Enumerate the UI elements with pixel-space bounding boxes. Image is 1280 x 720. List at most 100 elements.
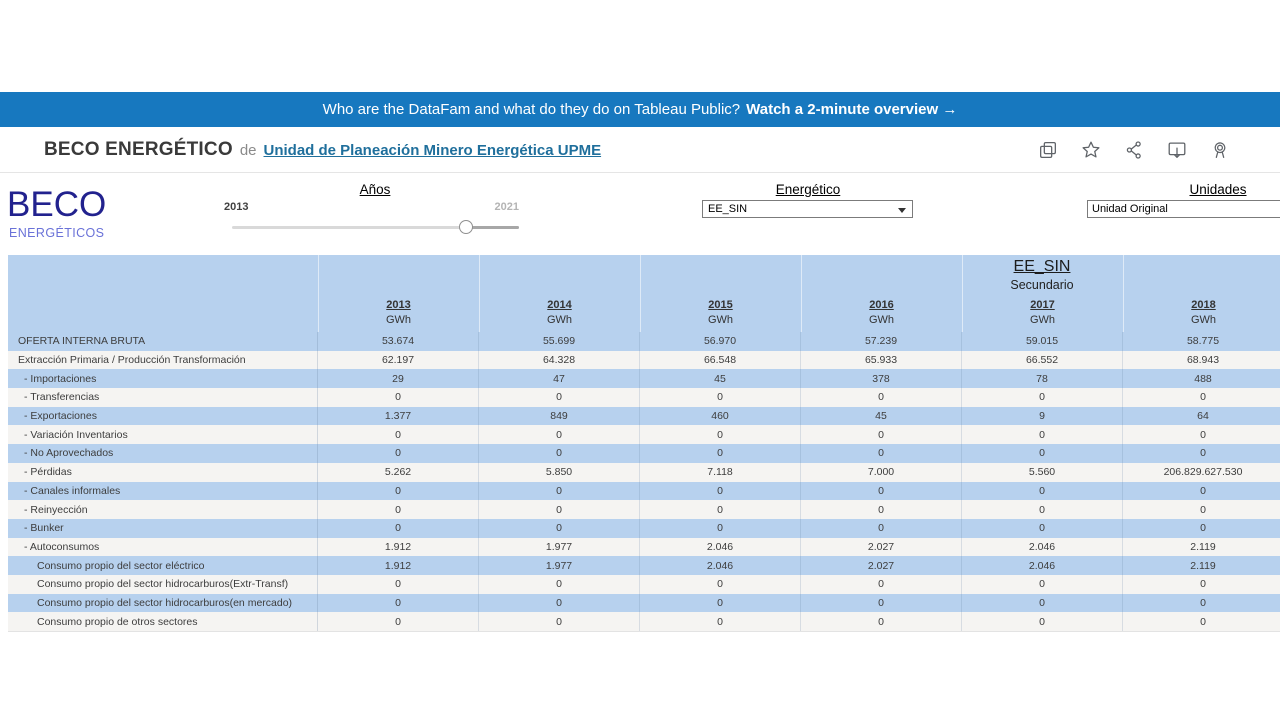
row-label[interactable]: Extracción Primaria / Producción Transfo… [8, 350, 318, 370]
years-slider-track[interactable] [232, 226, 519, 229]
cell-value[interactable]: 2.119 [1123, 556, 1280, 575]
cell-value[interactable]: 0 [318, 388, 479, 407]
row-label[interactable]: Consumo propio del sector hidrocarburos(… [8, 574, 318, 594]
cell-value[interactable]: 0 [801, 518, 962, 538]
year-column-header[interactable]: 2013 [386, 299, 411, 311]
cell-value[interactable]: 0 [318, 612, 479, 631]
cell-value[interactable]: 7.000 [801, 462, 962, 482]
cell-value[interactable]: 1.977 [479, 556, 640, 575]
cell-value[interactable]: 1.912 [318, 556, 479, 575]
cell-value[interactable]: 0 [479, 593, 640, 613]
cell-value[interactable]: 1.912 [318, 537, 479, 557]
cell-value[interactable]: 0 [962, 500, 1123, 519]
cell-value[interactable]: 0 [962, 518, 1123, 538]
cell-value[interactable]: 7.118 [640, 462, 801, 482]
year-column-header[interactable]: 2016 [869, 299, 894, 311]
cell-value[interactable]: 0 [318, 481, 479, 501]
cell-value[interactable]: 2.046 [962, 556, 1123, 575]
cell-value[interactable]: 2.119 [1123, 538, 1280, 557]
author-link[interactable]: Unidad de Planeación Minero Energética U… [263, 141, 602, 159]
cell-value[interactable]: 0 [962, 574, 1123, 594]
favorite-star-icon[interactable] [1080, 139, 1102, 161]
cell-value[interactable]: 62.197 [318, 350, 479, 370]
row-label[interactable]: - Exportaciones [8, 406, 318, 426]
cell-value[interactable]: 849 [479, 406, 640, 426]
cell-value[interactable]: 0 [318, 574, 479, 594]
cell-value[interactable]: 0 [479, 500, 640, 519]
row-label[interactable]: - Bunker [8, 518, 318, 538]
row-label[interactable]: - Importaciones [8, 369, 318, 389]
cell-value[interactable]: 488 [1123, 369, 1280, 388]
cell-value[interactable]: 45 [640, 369, 801, 389]
cell-value[interactable]: 59.015 [962, 332, 1123, 351]
cell-value[interactable]: 206.829.627.530 [1123, 463, 1280, 482]
cell-value[interactable]: 53.674 [318, 332, 479, 351]
cell-value[interactable]: 0 [962, 444, 1123, 463]
cell-value[interactable]: 0 [1123, 500, 1280, 519]
cell-value[interactable]: 0 [640, 612, 801, 631]
cell-value[interactable]: 5.560 [962, 462, 1123, 482]
cell-value[interactable]: 0 [479, 518, 640, 538]
cell-value[interactable]: 2.027 [801, 537, 962, 557]
cell-value[interactable]: 0 [1123, 388, 1280, 407]
cell-value[interactable]: 66.552 [962, 350, 1123, 370]
cell-value[interactable]: 0 [318, 425, 479, 445]
cell-value[interactable]: 0 [318, 500, 479, 519]
row-label[interactable]: - Autoconsumos [8, 537, 318, 557]
cell-value[interactable]: 0 [640, 481, 801, 501]
cell-value[interactable]: 0 [479, 388, 640, 407]
cell-value[interactable]: 66.548 [640, 350, 801, 370]
cell-value[interactable]: 0 [1123, 594, 1280, 613]
cell-value[interactable]: 45 [801, 406, 962, 426]
cell-value[interactable]: 0 [1123, 612, 1280, 631]
cell-value[interactable]: 0 [801, 593, 962, 613]
cell-value[interactable]: 0 [640, 500, 801, 519]
cell-value[interactable]: 0 [640, 574, 801, 594]
cell-value[interactable]: 29 [318, 369, 479, 389]
cell-value[interactable]: 0 [962, 481, 1123, 501]
cell-value[interactable]: 0 [962, 593, 1123, 613]
cell-value[interactable]: 0 [1123, 482, 1280, 501]
cell-value[interactable]: 0 [962, 388, 1123, 407]
cell-value[interactable]: 1.377 [318, 406, 479, 426]
cell-value[interactable]: 2.046 [962, 537, 1123, 557]
cell-value[interactable]: 0 [801, 444, 962, 463]
cell-value[interactable]: 57.239 [801, 332, 962, 351]
cell-value[interactable]: 47 [479, 369, 640, 389]
cell-value[interactable]: 0 [1123, 425, 1280, 444]
cell-value[interactable]: 56.970 [640, 332, 801, 351]
cell-value[interactable]: 5.850 [479, 462, 640, 482]
row-label[interactable]: Consumo propio de otros sectores [8, 612, 318, 631]
row-label[interactable]: - Transferencias [8, 388, 318, 407]
cell-value[interactable]: 64 [1123, 407, 1280, 426]
cell-value[interactable]: 0 [962, 612, 1123, 631]
cell-value[interactable]: 0 [801, 612, 962, 631]
cell-value[interactable]: 0 [479, 481, 640, 501]
cell-value[interactable]: 55.699 [479, 332, 640, 351]
cell-value[interactable]: 0 [640, 425, 801, 445]
cell-value[interactable]: 0 [1123, 444, 1280, 463]
cell-value[interactable]: 9 [962, 406, 1123, 426]
copy-icon[interactable] [1037, 139, 1059, 161]
cell-value[interactable]: 0 [479, 612, 640, 631]
cell-value[interactable]: 460 [640, 406, 801, 426]
cell-value[interactable]: 0 [318, 444, 479, 463]
cell-value[interactable]: 0 [1123, 519, 1280, 538]
cell-value[interactable]: 0 [479, 574, 640, 594]
row-label[interactable]: - Pérdidas [8, 462, 318, 482]
cell-value[interactable]: 0 [801, 500, 962, 519]
download-icon[interactable] [1166, 139, 1188, 161]
year-column-header[interactable]: 2017 [1030, 299, 1055, 311]
year-column-header[interactable]: 2018 [1191, 299, 1216, 311]
cell-value[interactable]: 0 [801, 574, 962, 594]
row-label[interactable]: Consumo propio del sector hidrocarburos(… [8, 593, 318, 613]
cell-value[interactable]: 0 [640, 444, 801, 463]
row-label[interactable]: - Canales informales [8, 481, 318, 501]
cell-value[interactable]: 68.943 [1123, 351, 1280, 370]
year-column-header[interactable]: 2015 [708, 299, 733, 311]
cell-value[interactable]: 0 [640, 593, 801, 613]
cell-value[interactable]: 0 [801, 388, 962, 407]
watch-overview-link[interactable]: Watch a 2-minute overview → [746, 101, 958, 118]
energetico-dropdown[interactable]: EE_SIN [702, 200, 913, 218]
cell-value[interactable]: 58.775 [1123, 332, 1280, 351]
